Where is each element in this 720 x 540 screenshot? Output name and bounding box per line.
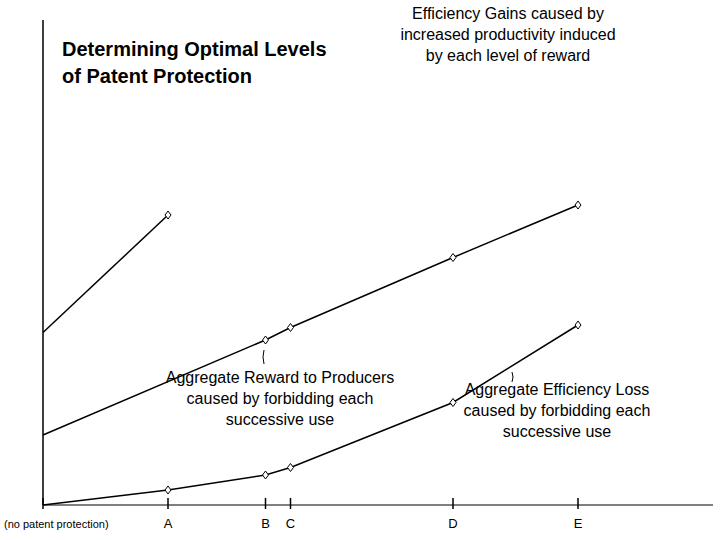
x-tick-label: B xyxy=(261,516,270,531)
marker xyxy=(263,471,269,479)
x-axis xyxy=(43,505,713,506)
annotation-line: increased productivity induced xyxy=(400,26,615,43)
pointer xyxy=(512,372,513,382)
x-tick-label: A xyxy=(164,516,173,531)
marker xyxy=(450,254,456,262)
x-tick xyxy=(265,498,267,509)
x-tick xyxy=(452,498,454,509)
marker xyxy=(165,486,171,494)
annotation-line: caused by forbidding each xyxy=(464,402,651,419)
marker xyxy=(263,336,269,344)
series-line xyxy=(43,215,168,333)
pointer xyxy=(263,350,264,364)
x-tick xyxy=(167,498,169,509)
plot-area xyxy=(43,201,581,505)
annotation-line: caused by forbidding each xyxy=(187,390,374,407)
x-tick-label: C xyxy=(286,516,295,531)
annotation-line: by each level of reward xyxy=(426,47,591,64)
annotation-line: Aggregate Efficiency Loss xyxy=(465,381,650,398)
x-tick xyxy=(42,498,44,509)
title: Determining Optimal Levels of Patent Prot… xyxy=(62,38,327,87)
marker xyxy=(288,464,294,472)
marker xyxy=(575,201,581,209)
chart: (no patent protection) A B C D E Determining O… xyxy=(0,0,720,540)
marker xyxy=(575,321,581,329)
title-line: Determining Optimal Levels xyxy=(62,38,327,60)
annotation: Aggregate Efficiency Loss caused by forbi… xyxy=(464,381,651,440)
title-line: of Patent Protection xyxy=(62,65,252,87)
marker xyxy=(165,211,171,219)
annotation: Aggregate Reward to Producers caused by f… xyxy=(166,369,395,428)
x-tick-label: E xyxy=(574,516,583,531)
annotation-line: Efficiency Gains caused by xyxy=(412,5,604,22)
annotation-line: successive use xyxy=(503,423,612,440)
series-line xyxy=(43,205,578,435)
marker xyxy=(288,324,294,332)
marker xyxy=(450,399,456,407)
annotation-line: Aggregate Reward to Producers xyxy=(166,369,395,386)
y-axis xyxy=(42,20,44,505)
annotation-line: successive use xyxy=(226,411,335,428)
annotation: Efficiency Gains caused by increased prod… xyxy=(400,5,615,64)
x-tick xyxy=(577,498,579,509)
x-tick-label: (no patent protection) xyxy=(4,518,109,530)
x-tick xyxy=(290,498,292,509)
x-tick-label: D xyxy=(448,516,457,531)
